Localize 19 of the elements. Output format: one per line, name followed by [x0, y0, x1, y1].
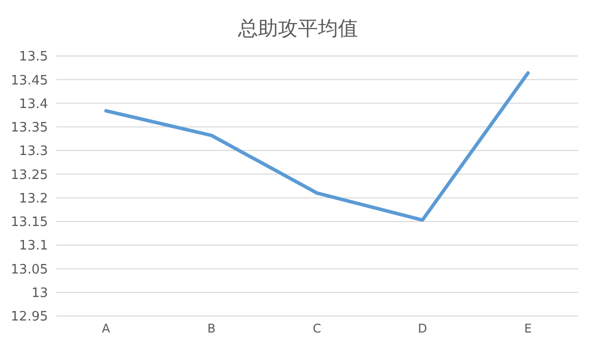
y-tick-label: 13.25	[10, 168, 48, 183]
y-tick-label: 13.05	[10, 262, 48, 278]
y-tick-label: 12.95	[10, 310, 48, 325]
y-tick-label: 13	[31, 286, 48, 301]
chart-title: 总助攻平均值	[237, 15, 359, 42]
x-tick-label: B	[207, 322, 216, 336]
x-tick-label: D	[418, 322, 428, 336]
y-tick-label: 13.15	[10, 215, 48, 230]
y-tick-label: 13.1	[19, 238, 48, 254]
y-tick-label: 13.35	[10, 120, 48, 136]
y-tick-label: 13.2	[19, 191, 48, 206]
y-tick-label: 13.3	[19, 144, 48, 160]
x-tick-label: E	[524, 322, 532, 336]
x-tick-label: C	[312, 322, 322, 336]
x-tick-label: A	[102, 322, 111, 336]
line-series	[104, 71, 530, 222]
y-tick-label: 13.5	[19, 50, 48, 65]
y-tick-label: 13.45	[10, 73, 48, 88]
y-tick-label: 13.4	[19, 96, 48, 112]
